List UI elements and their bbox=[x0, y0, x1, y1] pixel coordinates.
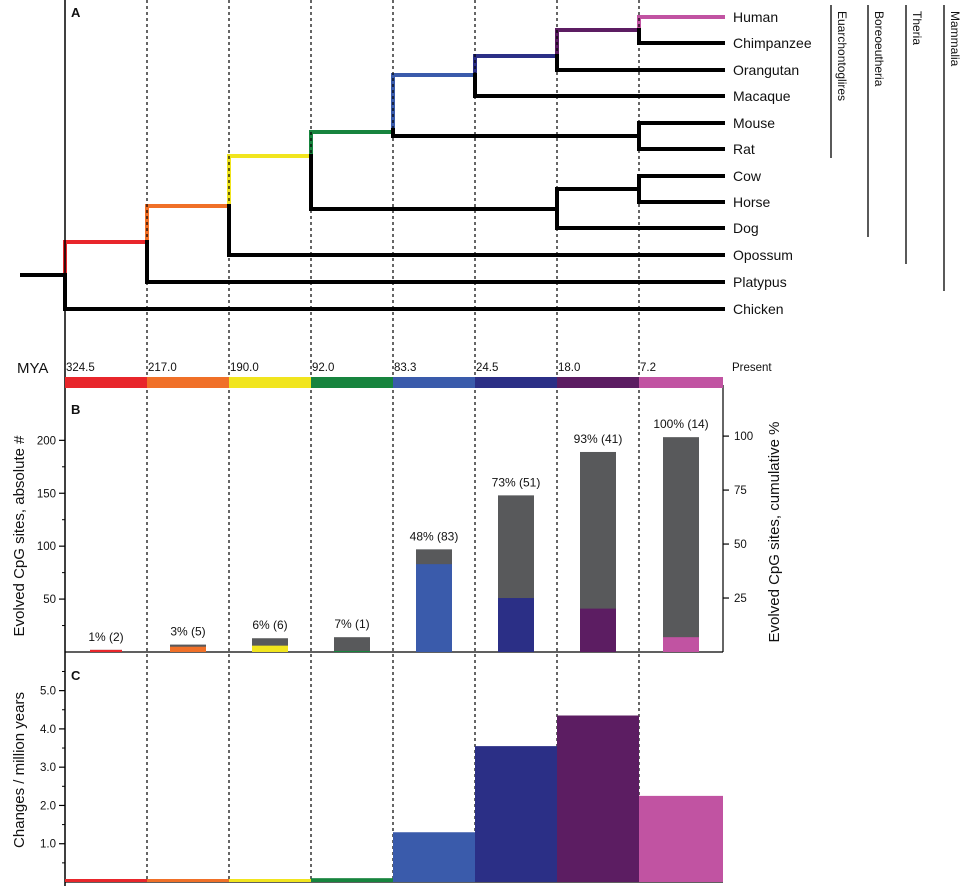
taxon-label: Mouse bbox=[733, 115, 775, 131]
bar-percent-label: 1% (2) bbox=[88, 630, 123, 644]
panel-b-bar-labels: 1% (2) 3% (5) 6% (6) 7% (1) 48% (83) 73% (51)… bbox=[88, 417, 708, 644]
period-bar bbox=[663, 637, 699, 652]
period-bar bbox=[170, 646, 206, 652]
mya-tick-label: 217.0 bbox=[148, 362, 177, 374]
taxon-label: Orangutan bbox=[733, 62, 799, 78]
mya-tick-label: 324.5 bbox=[66, 362, 95, 374]
panel-a-phylogeny: A Human Chimpanzee Orangutan Macaque Mouse Ra… bbox=[20, 5, 962, 317]
bar-percent-label: 48% (83) bbox=[410, 529, 459, 543]
taxon-label: Dog bbox=[733, 220, 759, 236]
period-color-band bbox=[393, 377, 475, 388]
period-color-band bbox=[229, 377, 311, 388]
cumulative-bar bbox=[334, 637, 370, 652]
taxon-label: Human bbox=[733, 9, 778, 25]
panel-c-rate-chart: C Changes / million years 1.0 2.0 3.0 4.0 5.… bbox=[11, 668, 723, 882]
clade-brackets: Euarchontoglires Boreoeutheria Theria Mamma… bbox=[830, 5, 962, 291]
rate-bar bbox=[393, 832, 475, 882]
clade-label: Theria bbox=[910, 11, 924, 45]
bar-percent-label: 3% (5) bbox=[170, 625, 205, 639]
left-axis-tick-label: 150 bbox=[37, 488, 56, 500]
mya-tick-label: 190.0 bbox=[230, 362, 259, 374]
cumulative-bar bbox=[663, 437, 699, 652]
mya-tick-label: 7.2 bbox=[640, 362, 656, 374]
taxon-label: Cow bbox=[733, 168, 762, 184]
bar-percent-label: 73% (51) bbox=[492, 475, 541, 489]
period-bar bbox=[498, 598, 534, 652]
panel-b-label: B bbox=[71, 402, 80, 417]
right-axis-tick-label: 50 bbox=[734, 539, 747, 551]
period-color-band bbox=[475, 377, 557, 388]
rate-bar bbox=[311, 878, 393, 882]
panel-c-bars bbox=[65, 715, 723, 882]
taxon-labels: Human Chimpanzee Orangutan Macaque Mouse Rat C… bbox=[733, 9, 812, 317]
present-label: Present bbox=[732, 362, 772, 374]
panel-c-axes: 1.0 2.0 3.0 4.0 5.0 bbox=[40, 670, 65, 864]
period-color-band bbox=[557, 377, 639, 388]
mya-tick-label: 92.0 bbox=[312, 362, 334, 374]
right-axis-tick-label: 25 bbox=[734, 593, 747, 605]
taxon-label: Chimpanzee bbox=[733, 35, 812, 51]
taxon-label: Horse bbox=[733, 194, 771, 210]
taxon-label: Chicken bbox=[733, 301, 784, 317]
rate-bar bbox=[475, 746, 557, 882]
mya-axis-label: MYA bbox=[17, 360, 48, 377]
period-color-bands bbox=[65, 377, 723, 388]
period-color-band bbox=[639, 377, 723, 388]
period-color-band bbox=[147, 377, 229, 388]
panel-b-left-axis-title: Evolved CpG sites, absolute # bbox=[11, 435, 28, 637]
taxon-label: Opossum bbox=[733, 247, 793, 263]
clade-label: Euarchontoglires bbox=[835, 11, 849, 101]
taxon-label: Platypus bbox=[733, 274, 787, 290]
axis-tick-label: 1.0 bbox=[40, 839, 56, 851]
axis-tick-label: 2.0 bbox=[40, 800, 56, 812]
panel-c-label: C bbox=[71, 668, 81, 683]
panel-b-cpg-chart: B Evolved CpG sites, absolute # Evolved … bbox=[11, 402, 783, 652]
axis-tick-label: 5.0 bbox=[40, 686, 56, 698]
period-color-band bbox=[65, 377, 147, 388]
panel-b-right-axis-title: Evolved CpG sites, cumulative % bbox=[766, 422, 783, 643]
mya-timeline: MYA 324.5 217.0 190.0 92.0 83.3 24.5 18.0 7.2 P… bbox=[17, 360, 772, 388]
bar-percent-label: 7% (1) bbox=[334, 617, 369, 631]
rate-bar bbox=[65, 879, 147, 882]
left-axis-tick-label: 50 bbox=[43, 594, 56, 606]
period-color-band bbox=[311, 377, 393, 388]
taxon-label: Macaque bbox=[733, 88, 791, 104]
mya-tick-labels: 324.5 217.0 190.0 92.0 83.3 24.5 18.0 7.2 bbox=[66, 362, 656, 374]
rate-bar bbox=[639, 795, 723, 882]
period-bar bbox=[334, 650, 370, 652]
rate-bar bbox=[557, 715, 639, 882]
bar-percent-label: 6% (6) bbox=[252, 618, 287, 632]
right-axis-tick-label: 100 bbox=[734, 431, 753, 443]
period-bar bbox=[252, 645, 288, 652]
rate-bar bbox=[147, 879, 229, 882]
taxon-label: Rat bbox=[733, 141, 755, 157]
axis-tick-label: 4.0 bbox=[40, 724, 56, 736]
clade-label: Boreoeutheria bbox=[872, 11, 886, 87]
left-axis-tick-label: 100 bbox=[37, 541, 56, 553]
right-axis-tick-label: 75 bbox=[734, 485, 747, 497]
period-bar bbox=[416, 564, 452, 652]
panel-a-label: A bbox=[71, 5, 81, 20]
mya-tick-label: 18.0 bbox=[558, 362, 580, 374]
rate-bar bbox=[229, 879, 311, 882]
mya-tick-label: 83.3 bbox=[394, 362, 416, 374]
period-bar bbox=[580, 608, 616, 652]
panel-c-axis-title: Changes / million years bbox=[11, 692, 28, 848]
panel-b-bars bbox=[90, 437, 699, 652]
mya-tick-label: 24.5 bbox=[476, 362, 498, 374]
axis-tick-label: 3.0 bbox=[40, 762, 56, 774]
clade-label: Mammalia bbox=[948, 11, 962, 67]
left-axis-tick-label: 200 bbox=[37, 435, 56, 447]
bar-percent-label: 100% (14) bbox=[653, 417, 708, 431]
phylogenetic-tree bbox=[20, 15, 725, 311]
bar-percent-label: 93% (41) bbox=[574, 432, 623, 446]
panel-b-axes: 50 100 150 200 25 50 75 100 bbox=[37, 431, 753, 627]
period-bar bbox=[90, 649, 122, 652]
